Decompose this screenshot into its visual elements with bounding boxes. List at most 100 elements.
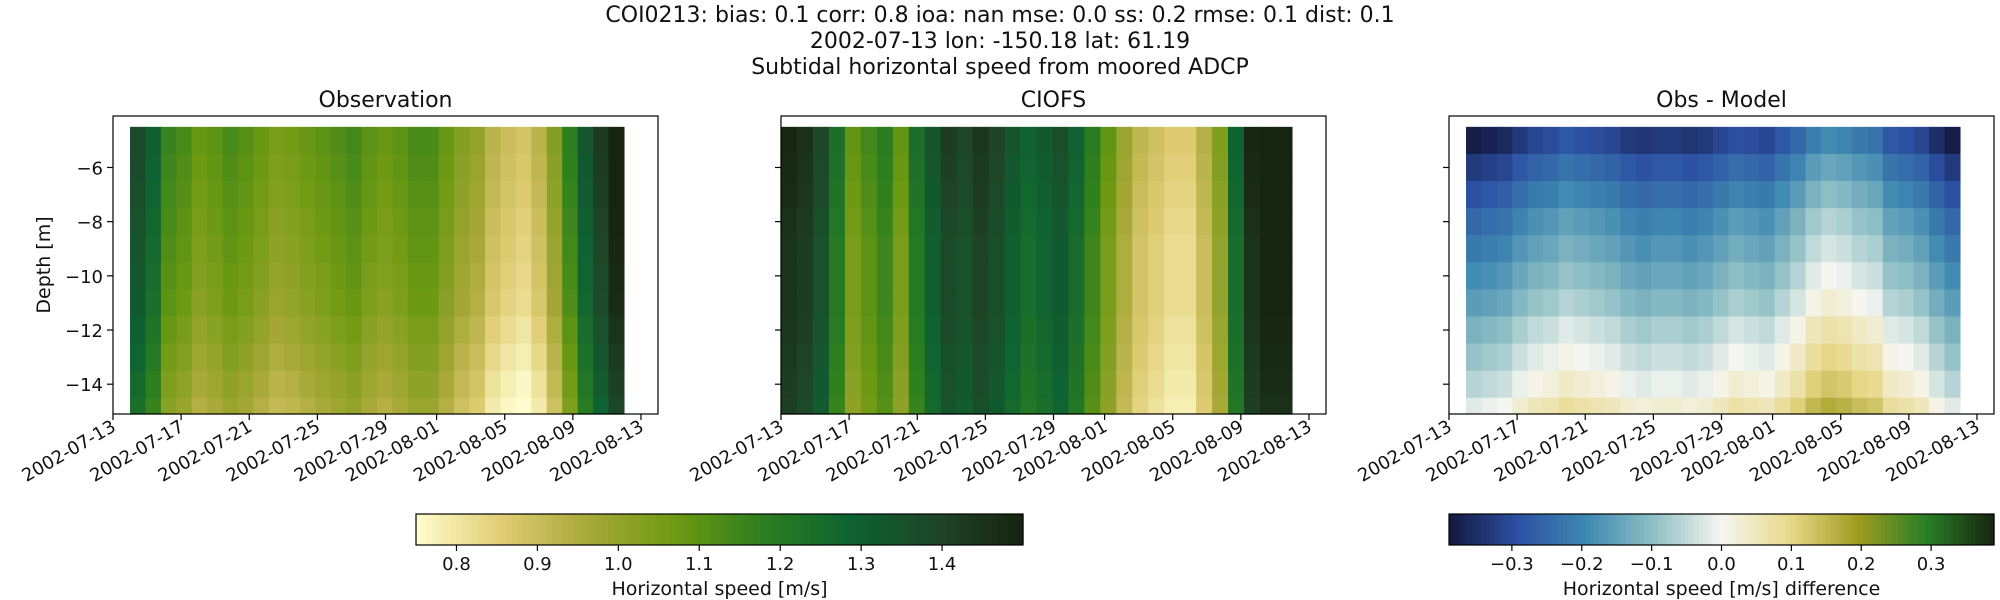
heatmap-cell: [1196, 126, 1213, 155]
heatmap-cell: [238, 343, 255, 372]
heatmap-cell: [1466, 126, 1483, 155]
heatmap-cell: [1036, 262, 1054, 290]
heatmap-cell: [1666, 153, 1683, 182]
heatmap-cell: [1148, 289, 1165, 318]
heatmap-cell: [860, 343, 878, 372]
heatmap-cell: [253, 370, 270, 399]
heatmap-cell: [531, 208, 548, 236]
colorbar-swatch: [1875, 514, 1882, 545]
heatmap-cell: [145, 262, 162, 290]
heatmap-cell: [1244, 235, 1261, 263]
heatmap-cell: [1496, 397, 1513, 415]
colorbar-swatch: [1539, 514, 1545, 545]
heatmap-cell: [438, 343, 455, 372]
colorbar-swatch: [552, 514, 559, 545]
heatmap-cell: [1651, 370, 1668, 399]
heatmap-cell: [176, 343, 193, 372]
heatmap-cell: [972, 316, 990, 345]
heatmap-cell: [828, 153, 846, 182]
heatmap-cell: [1275, 208, 1293, 236]
heatmap-cell: [1244, 289, 1261, 318]
heatmap-cell: [1512, 126, 1529, 155]
heatmap-cell: [940, 126, 958, 155]
heatmap-cell: [1929, 181, 1946, 209]
heatmap-cell: [500, 343, 517, 372]
colorbar-swatch: [1489, 514, 1496, 545]
colorbar-swatch: [1603, 514, 1609, 545]
heatmap-cell: [577, 153, 594, 182]
heatmap-cell: [1466, 370, 1483, 399]
colorbar-swatch: [719, 514, 726, 545]
colorbar-swatch: [1712, 514, 1718, 545]
heatmap-cell: [1558, 397, 1575, 415]
heatmap-cell: [500, 316, 517, 345]
heatmap-cell: [1882, 397, 1899, 415]
heatmap-cell: [608, 343, 625, 372]
heatmap-cell: [1068, 343, 1085, 372]
heatmap-cell: [1100, 181, 1117, 209]
heatmap-cell: [1712, 397, 1730, 415]
heatmap-cell: [1589, 181, 1606, 209]
heatmap-cell: [1929, 370, 1946, 399]
heatmap-cell: [593, 235, 610, 263]
heatmap-cell: [1604, 370, 1621, 399]
colorbar-swatch: [891, 514, 898, 545]
heatmap-cell: [1697, 181, 1714, 209]
heatmap-cell: [1790, 235, 1807, 263]
panel-ciofs: CIOFS2002-07-132002-07-172002-07-212002-…: [686, 88, 1327, 487]
heatmap-cell: [423, 153, 440, 182]
heatmap-cell: [1620, 181, 1637, 209]
heatmap-cell: [940, 370, 958, 399]
heatmap-cell: [160, 343, 177, 372]
colorbar-swatch: [1730, 514, 1736, 545]
heatmap-cell: [562, 153, 579, 182]
colorbar-swatch: [537, 514, 544, 545]
heatmap-cell: [1558, 153, 1575, 182]
heatmap-cell: [1180, 343, 1197, 372]
heatmap-cell: [876, 397, 894, 415]
heatmap-cell: [346, 397, 363, 415]
heatmap-cell: [908, 235, 926, 263]
heatmap-cell: [1512, 262, 1529, 290]
heatmap-cell: [1651, 181, 1668, 209]
heatmap-cell: [1260, 316, 1277, 345]
colorbar-swatch: [906, 514, 913, 545]
heatmap-cell: [1574, 262, 1591, 290]
heatmap-cell: [1481, 126, 1498, 155]
colorbar-swatch: [507, 514, 513, 545]
colorbar-swatch: [1662, 514, 1668, 545]
heatmap-cell: [577, 397, 594, 415]
heatmap-cell: [1196, 208, 1213, 236]
heatmap-cell: [1275, 235, 1293, 263]
heatmap-cell: [892, 126, 910, 155]
heatmap-cell: [908, 289, 926, 318]
heatmap-cell: [972, 208, 990, 236]
heatmap-cell: [253, 343, 270, 372]
heatmap-cell: [972, 343, 990, 372]
heatmap-cell: [781, 370, 798, 399]
heatmap-cell: [1589, 316, 1606, 345]
heatmap-cell: [844, 235, 862, 263]
heatmap-cell: [315, 289, 332, 318]
heatmap-cell: [1604, 343, 1621, 372]
colorbar-swatch: [714, 514, 721, 545]
heatmap-cell: [438, 208, 455, 236]
heatmap-cell: [1260, 343, 1277, 372]
colorbar-swatch: [1653, 514, 1659, 545]
heatmap-cell: [531, 316, 548, 345]
heatmap-cell: [1496, 289, 1513, 318]
heatmap-cell: [485, 316, 502, 345]
heatmap-cell: [1543, 316, 1560, 345]
colorbar-swatch: [1626, 514, 1632, 545]
heatmap-cell: [361, 126, 378, 155]
heatmap-cell: [253, 262, 270, 290]
colorbar-swatch: [1744, 514, 1750, 545]
heatmap-cell: [1212, 126, 1229, 155]
heatmap-cell: [1020, 289, 1038, 318]
heatmap-cell: [1743, 153, 1760, 182]
heatmap-cell: [145, 397, 162, 415]
heatmap-cell: [1712, 289, 1730, 318]
heatmap-cell: [562, 343, 579, 372]
heatmap-cell: [1651, 153, 1668, 182]
heatmap-cell: [1574, 153, 1591, 182]
